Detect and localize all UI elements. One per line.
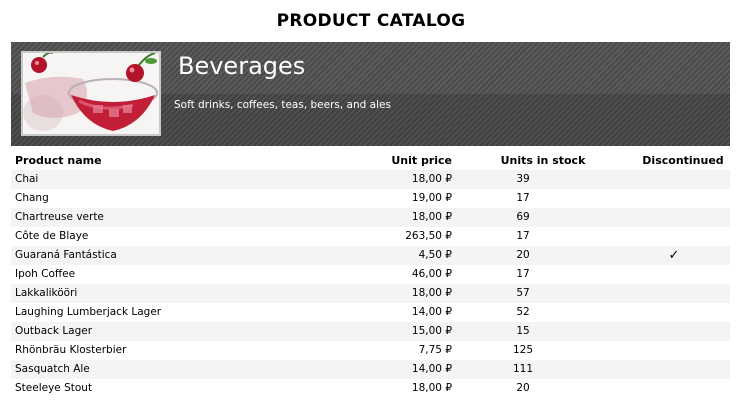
- table-row: Rhönbräu Klosterbier 7,75 ₽ 125: [11, 341, 730, 360]
- units-in-stock-cell: 20: [516, 382, 530, 394]
- discontinued-cell: [629, 379, 719, 398]
- unit-price-cell: 15,00 ₽: [411, 325, 452, 337]
- discontinued-cell: [629, 227, 719, 246]
- unit-price-cell: 263,50 ₽: [405, 230, 452, 242]
- category-name: Beverages: [178, 52, 306, 80]
- discontinued-cell: [629, 265, 719, 284]
- table-row: Laughing Lumberjack Lager 14,00 ₽ 52: [11, 303, 730, 322]
- units-in-stock-cell: 15: [516, 325, 530, 337]
- discontinued-cell: [629, 303, 719, 322]
- discontinued-cell: [629, 322, 719, 341]
- discontinued-cell: [629, 208, 719, 227]
- table-header: Product name Unit price Units in stock D…: [11, 151, 730, 170]
- product-name-cell: Guaraná Fantástica: [15, 249, 117, 261]
- table-row: Steeleye Stout 18,00 ₽ 20: [11, 379, 730, 398]
- checkmark-icon: ✓: [668, 248, 680, 263]
- category-description: Soft drinks, coffees, teas, beers, and a…: [174, 99, 391, 111]
- unit-price-cell: 4,50 ₽: [418, 249, 452, 261]
- cocktail-image: [23, 53, 159, 134]
- discontinued-cell: [629, 284, 719, 303]
- report-title: PRODUCT CATALOG: [276, 11, 466, 31]
- table-row: Chai 18,00 ₽ 39: [11, 170, 730, 189]
- table-row: Sasquatch Ale 14,00 ₽ 111: [11, 360, 730, 379]
- units-in-stock-cell: 17: [516, 268, 530, 280]
- unit-price-cell: 14,00 ₽: [411, 363, 452, 375]
- discontinued-cell: [629, 341, 719, 360]
- discontinued-cell: [629, 189, 719, 208]
- units-in-stock-cell: 17: [516, 192, 530, 204]
- column-header-units-in-stock: Units in stock: [500, 154, 586, 167]
- product-name-cell: Laughing Lumberjack Lager: [15, 306, 162, 318]
- table-row: Chartreuse verte 18,00 ₽ 69: [11, 208, 730, 227]
- units-in-stock-cell: 39: [516, 173, 530, 185]
- discontinued-cell: [629, 170, 719, 189]
- table-row: Chang 19,00 ₽ 17: [11, 189, 730, 208]
- unit-price-cell: 18,00 ₽: [411, 382, 452, 394]
- units-in-stock-cell: 17: [516, 230, 530, 242]
- product-name-cell: Rhönbräu Klosterbier: [15, 344, 127, 356]
- category-photo: [21, 51, 161, 136]
- units-in-stock-cell: 125: [512, 344, 534, 356]
- unit-price-cell: 7,75 ₽: [418, 344, 452, 356]
- table-row: Outback Lager 15,00 ₽ 15: [11, 322, 730, 341]
- column-header-product-name: Product name: [15, 154, 102, 167]
- products-table: Product name Unit price Units in stock D…: [11, 151, 730, 398]
- units-in-stock-cell: 111: [512, 363, 534, 375]
- column-header-unit-price: Unit price: [391, 154, 452, 167]
- unit-price-cell: 18,00 ₽: [411, 287, 452, 299]
- table-row: Côte de Blaye 263,50 ₽ 17: [11, 227, 730, 246]
- discontinued-cell: [629, 360, 719, 379]
- column-header-discontinued: Discontinued: [642, 154, 724, 167]
- units-in-stock-cell: 52: [516, 306, 530, 318]
- product-name-cell: Chartreuse verte: [15, 211, 104, 223]
- product-name-cell: Chang: [15, 192, 49, 204]
- table-row: Ipoh Coffee 46,00 ₽ 17: [11, 265, 730, 284]
- unit-price-cell: 14,00 ₽: [411, 306, 452, 318]
- product-name-cell: Outback Lager: [15, 325, 93, 337]
- table-row: Lakkalikööri 18,00 ₽ 57: [11, 284, 730, 303]
- units-in-stock-cell: 20: [516, 249, 530, 261]
- unit-price-cell: 18,00 ₽: [411, 211, 452, 223]
- unit-price-cell: 46,00 ₽: [411, 268, 452, 280]
- table-row: Guaraná Fantástica 4,50 ₽ 20 ✓: [11, 246, 730, 265]
- discontinued-cell: ✓: [629, 246, 719, 265]
- product-name-cell: Chai: [15, 173, 39, 185]
- product-name-cell: Côte de Blaye: [15, 230, 89, 242]
- unit-price-cell: 19,00 ₽: [411, 192, 452, 204]
- units-in-stock-cell: 57: [516, 287, 530, 299]
- units-in-stock-cell: 69: [516, 211, 530, 223]
- product-name-cell: Steeleye Stout: [15, 382, 93, 394]
- product-name-cell: Ipoh Coffee: [15, 268, 76, 280]
- product-name-cell: Lakkalikööri: [15, 287, 78, 299]
- category-banner: Beverages Soft drinks, coffees, teas, be…: [11, 42, 730, 146]
- product-name-cell: Sasquatch Ale: [15, 363, 90, 375]
- unit-price-cell: 18,00 ₽: [411, 173, 452, 185]
